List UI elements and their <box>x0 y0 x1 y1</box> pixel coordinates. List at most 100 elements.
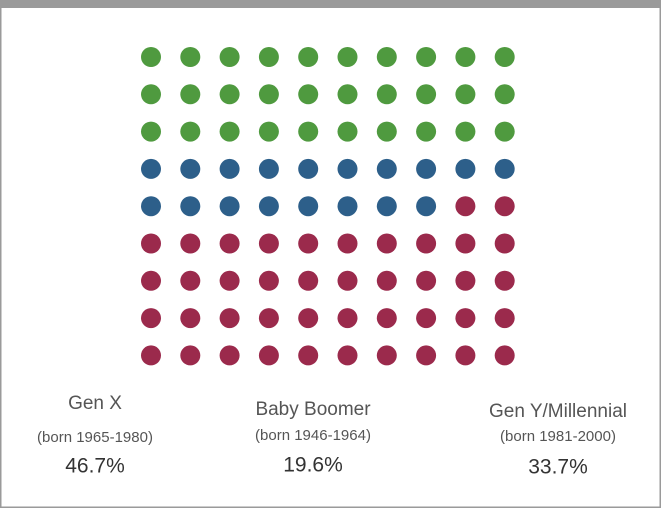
waffle-dot <box>180 345 201 366</box>
waffle-dot <box>494 233 515 254</box>
waffle-dot <box>494 270 515 291</box>
waffle-dot <box>455 158 476 179</box>
waffle-dot <box>298 158 319 179</box>
waffle-dot <box>376 308 397 329</box>
waffle-dot <box>416 47 437 67</box>
waffle-dot <box>141 345 161 366</box>
value-label: 19.6% <box>283 454 343 477</box>
waffle-dot <box>494 47 515 67</box>
waffle-dot <box>141 308 161 329</box>
waffle-dot <box>337 84 358 105</box>
waffle-dot <box>298 270 319 291</box>
waffle-dot <box>337 233 358 254</box>
top-bar <box>0 0 661 8</box>
waffle-dot <box>455 308 476 329</box>
waffle-dot <box>298 121 319 142</box>
waffle-dot <box>298 233 319 254</box>
waffle-dot <box>298 308 319 329</box>
waffle-dot <box>258 345 279 366</box>
waffle-dot <box>455 121 476 142</box>
value-label: 46.7% <box>65 455 125 478</box>
waffle-dot <box>141 84 161 105</box>
waffle-dot <box>258 233 279 254</box>
waffle-dot <box>455 47 476 67</box>
waffle-dot <box>376 345 397 366</box>
waffle-dot <box>376 270 397 291</box>
legend-sublabel: (born 1965-1980) <box>37 429 153 446</box>
waffle-dot <box>258 47 279 67</box>
waffle-dot <box>141 233 161 254</box>
waffle-dot <box>416 270 437 291</box>
waffle-dot <box>258 158 279 179</box>
waffle-dot <box>141 158 161 179</box>
waffle-dot <box>376 158 397 179</box>
waffle-dot <box>376 84 397 105</box>
waffle-dot <box>494 84 515 105</box>
waffle-dot <box>494 121 515 142</box>
waffle-dot <box>258 196 279 217</box>
waffle-dot <box>494 158 515 179</box>
waffle-dot <box>219 47 240 67</box>
waffle-dot <box>337 345 358 366</box>
waffle-dot <box>337 47 358 67</box>
waffle-dot <box>219 345 240 366</box>
legend-sublabel: (born 1981-2000) <box>500 428 616 445</box>
waffle-dot <box>258 308 279 329</box>
waffle-dot <box>298 345 319 366</box>
waffle-dot <box>219 196 240 217</box>
waffle-dot <box>180 196 201 217</box>
waffle-dot <box>376 121 397 142</box>
waffle-dot <box>416 233 437 254</box>
value-label: 33.7% <box>528 456 588 479</box>
waffle-dot <box>180 233 201 254</box>
legend-sublabel: (born 1946-1964) <box>255 427 371 444</box>
waffle-dot <box>494 345 515 366</box>
waffle-dot <box>141 47 161 67</box>
waffle-dot <box>376 233 397 254</box>
waffle-dot <box>141 121 161 142</box>
waffle-dot <box>494 308 515 329</box>
waffle-dot <box>298 196 319 217</box>
waffle-dot <box>219 121 240 142</box>
waffle-dot <box>180 47 201 67</box>
waffle-dot <box>180 270 201 291</box>
waffle-dot <box>258 84 279 105</box>
waffle-dot <box>337 308 358 329</box>
waffle-dot <box>180 308 201 329</box>
waffle-dot <box>298 47 319 67</box>
waffle-dot <box>180 158 201 179</box>
waffle-dot <box>337 270 358 291</box>
waffle-dot <box>219 233 240 254</box>
waffle-dot <box>219 270 240 291</box>
waffle-dot <box>416 345 437 366</box>
waffle-dot <box>141 270 161 291</box>
waffle-dot <box>337 196 358 217</box>
waffle-dot <box>219 84 240 105</box>
legend-label: Gen Y/Millennial <box>489 401 627 422</box>
waffle-dot <box>455 233 476 254</box>
waffle-dot <box>416 308 437 329</box>
waffle-dot <box>337 121 358 142</box>
waffle-dot <box>141 196 161 217</box>
waffle-dot <box>219 158 240 179</box>
waffle-dot <box>219 308 240 329</box>
waffle-dot <box>376 196 397 217</box>
waffle-dot <box>455 270 476 291</box>
waffle-dot <box>258 121 279 142</box>
waffle-dot <box>180 121 201 142</box>
waffle-dot <box>416 196 437 217</box>
waffle-dot <box>298 84 319 105</box>
waffle-dot <box>455 196 476 217</box>
waffle-dot <box>376 47 397 67</box>
waffle-dot <box>416 84 437 105</box>
waffle-dot <box>494 196 515 217</box>
waffle-dot <box>258 270 279 291</box>
waffle-dot <box>180 84 201 105</box>
waffle-dot <box>416 121 437 142</box>
legend-label: Gen X <box>68 393 122 414</box>
waffle-dot <box>455 84 476 105</box>
waffle-dot <box>455 345 476 366</box>
